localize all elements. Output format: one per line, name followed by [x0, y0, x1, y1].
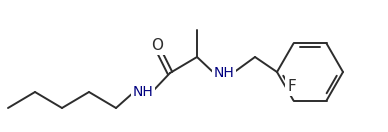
Text: F: F	[287, 79, 296, 94]
Text: NH: NH	[214, 66, 234, 80]
Text: O: O	[151, 37, 163, 53]
Text: NH: NH	[133, 85, 153, 99]
